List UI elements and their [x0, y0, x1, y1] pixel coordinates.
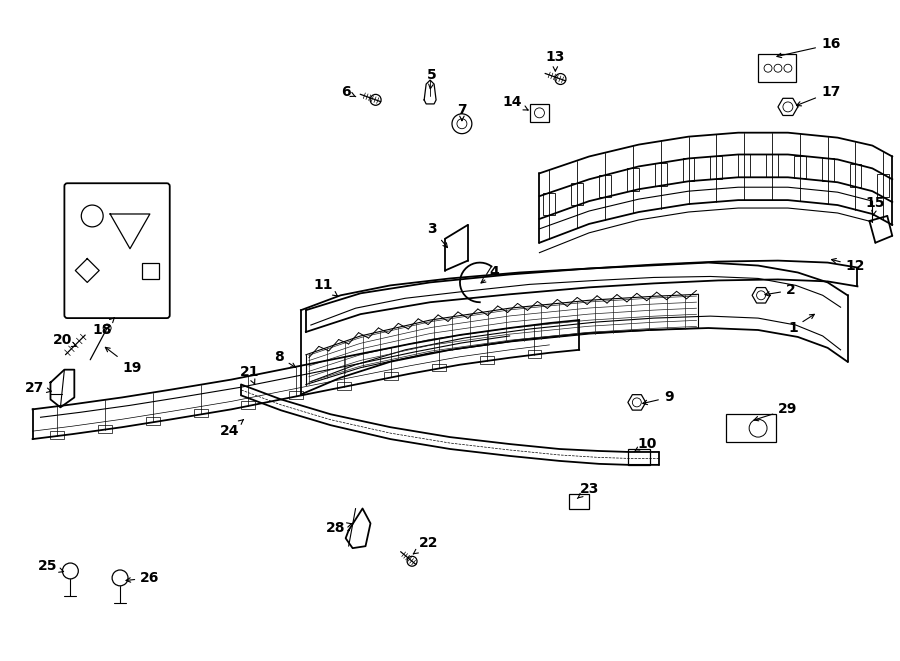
Bar: [878, 175, 889, 197]
Text: 21: 21: [239, 365, 259, 384]
Text: 17: 17: [796, 85, 841, 106]
Text: 16: 16: [777, 38, 841, 58]
Text: 6: 6: [341, 85, 356, 99]
Text: 2: 2: [765, 284, 796, 297]
Text: 4: 4: [481, 266, 500, 283]
Bar: [98, 424, 112, 432]
Bar: [337, 382, 351, 390]
Bar: [241, 401, 256, 409]
Text: 27: 27: [25, 381, 51, 395]
Text: 13: 13: [545, 50, 565, 71]
Bar: [572, 183, 583, 206]
Bar: [289, 391, 303, 399]
Text: 14: 14: [503, 95, 528, 110]
Text: 23: 23: [578, 482, 599, 498]
Text: 28: 28: [326, 522, 352, 535]
Bar: [726, 414, 776, 442]
Text: 11: 11: [313, 278, 338, 296]
Text: 7: 7: [457, 103, 467, 120]
Bar: [599, 175, 611, 197]
Bar: [146, 417, 160, 425]
Bar: [50, 431, 65, 439]
Bar: [710, 156, 723, 179]
Bar: [654, 163, 667, 186]
Bar: [627, 168, 639, 190]
Text: 8: 8: [274, 350, 295, 368]
Text: 18: 18: [93, 318, 114, 337]
Bar: [794, 156, 806, 178]
Text: 9: 9: [643, 391, 673, 405]
Text: 15: 15: [866, 196, 885, 215]
Bar: [544, 193, 555, 215]
Text: 3: 3: [428, 222, 447, 248]
Text: 26: 26: [126, 571, 159, 585]
Bar: [738, 155, 750, 177]
Bar: [850, 164, 861, 187]
Text: 12: 12: [832, 258, 865, 272]
Circle shape: [407, 557, 417, 566]
Text: 1: 1: [788, 315, 814, 335]
Bar: [142, 262, 158, 280]
Text: 20: 20: [53, 333, 76, 347]
Text: 19: 19: [105, 347, 141, 375]
Circle shape: [370, 95, 381, 105]
Bar: [758, 54, 796, 82]
Bar: [384, 372, 399, 380]
Text: 29: 29: [754, 403, 797, 421]
Text: 10: 10: [634, 437, 656, 451]
Text: 24: 24: [220, 420, 244, 438]
Circle shape: [555, 73, 566, 85]
Text: 22: 22: [413, 536, 438, 554]
Bar: [480, 356, 494, 364]
Bar: [194, 410, 208, 418]
Text: 25: 25: [38, 559, 64, 573]
Bar: [682, 159, 695, 181]
Bar: [570, 494, 590, 510]
Bar: [822, 159, 833, 181]
Bar: [529, 104, 549, 122]
Bar: [432, 364, 446, 371]
Text: 5: 5: [428, 68, 437, 89]
Bar: [766, 155, 778, 177]
Bar: [628, 449, 650, 465]
Bar: [527, 350, 542, 358]
